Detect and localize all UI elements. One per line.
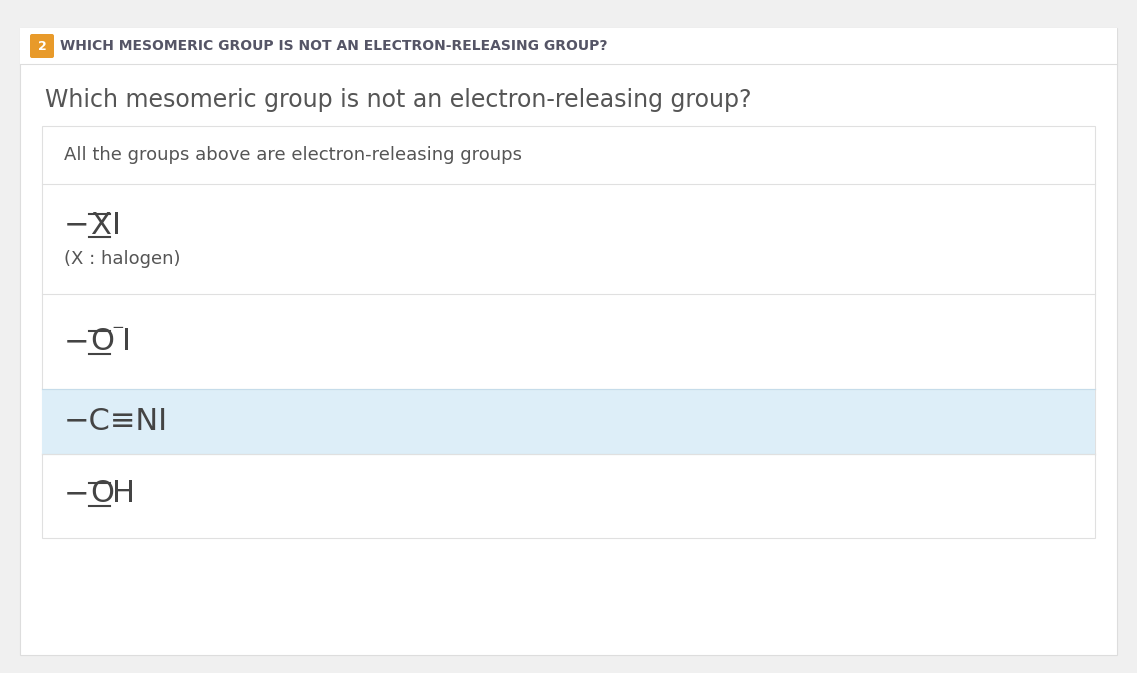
Text: WHICH MESOMERIC GROUP IS NOT AN ELECTRON-RELEASING GROUP?: WHICH MESOMERIC GROUP IS NOT AN ELECTRON… [60, 39, 607, 53]
Text: Which mesomeric group is not an electron-releasing group?: Which mesomeric group is not an electron… [45, 88, 752, 112]
FancyBboxPatch shape [30, 34, 53, 58]
Text: −C≡NI: −C≡NI [64, 407, 168, 436]
Text: −: − [64, 327, 90, 356]
Text: O: O [90, 327, 114, 356]
Text: All the groups above are electron-releasing groups: All the groups above are electron-releas… [64, 146, 522, 164]
Text: O: O [90, 479, 114, 509]
Text: −: − [64, 211, 90, 240]
Bar [42, 389, 1095, 454]
Text: −: − [64, 479, 90, 509]
Text: I: I [113, 211, 121, 240]
Text: (X : halogen): (X : halogen) [64, 250, 181, 268]
FancyBboxPatch shape [20, 28, 1117, 655]
Bar [20, 28, 1117, 64]
Text: −: − [111, 320, 124, 335]
Text: X: X [90, 211, 111, 240]
FancyBboxPatch shape [42, 126, 1095, 538]
Text: H: H [113, 479, 135, 509]
Text: I: I [122, 327, 131, 356]
Text: 2: 2 [38, 40, 47, 52]
